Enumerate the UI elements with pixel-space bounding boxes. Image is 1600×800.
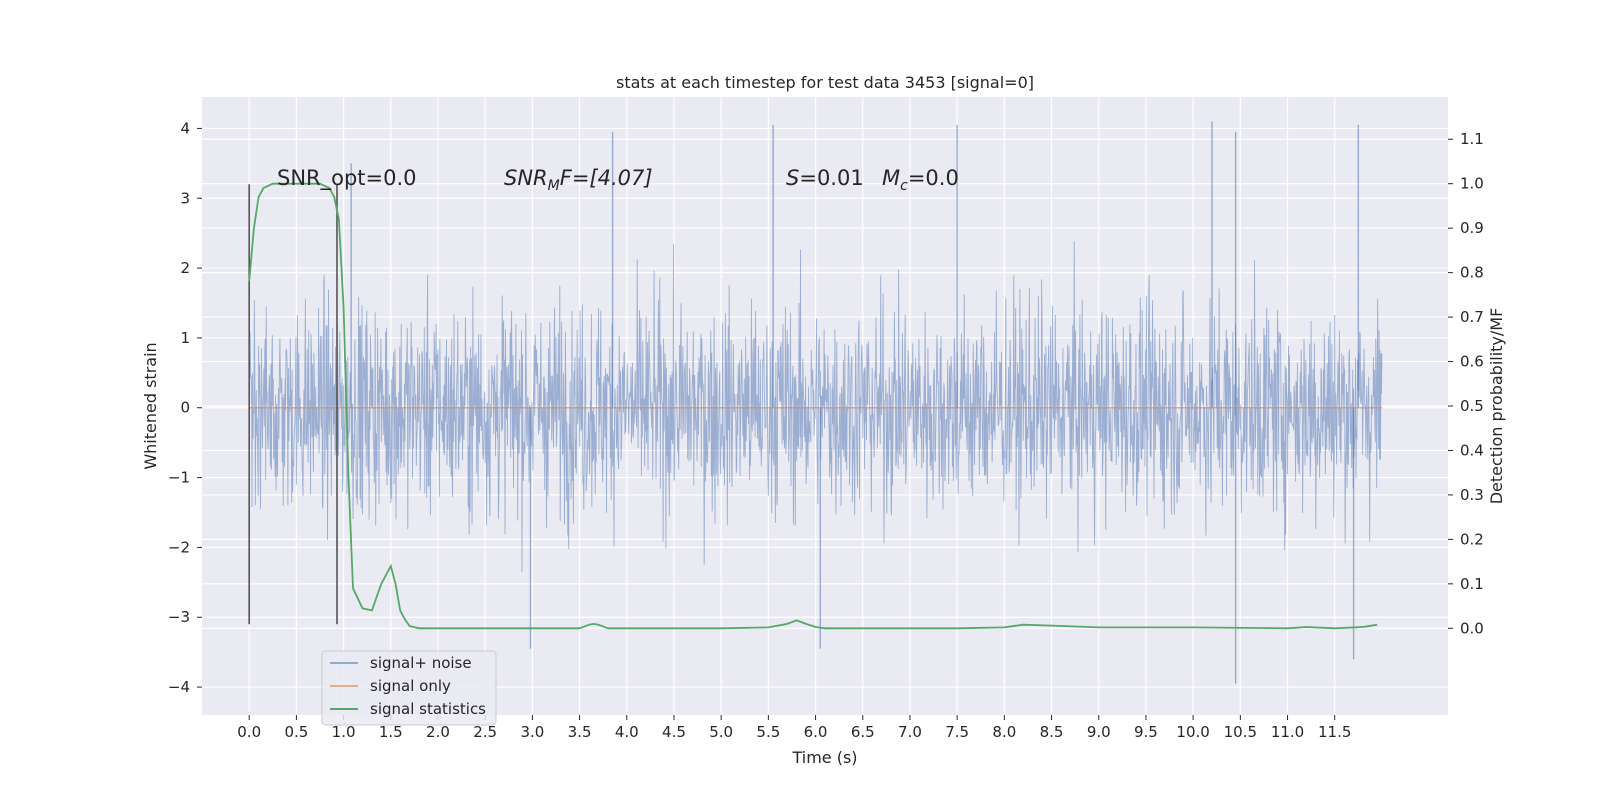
event-markers bbox=[248, 184, 338, 625]
y-right-tick-label: 1.1 bbox=[1460, 130, 1484, 148]
annotation-mc-label: M bbox=[882, 166, 900, 190]
series-signal-noise bbox=[248, 121, 1383, 684]
x-tick-label: 1.5 bbox=[379, 723, 403, 741]
legend-label-signal-noise: signal+ noise bbox=[370, 654, 472, 672]
x-tick-label: 0.5 bbox=[284, 723, 308, 741]
y-right-tick-label: 0.3 bbox=[1460, 486, 1484, 504]
y-axis-ticks: 4 3 2 1 0 −1 −2 −3 −4 bbox=[168, 119, 202, 696]
y-tick-label: −3 bbox=[168, 608, 190, 626]
x-tick-label: 6.5 bbox=[851, 723, 875, 741]
x-tick-label: 0.0 bbox=[237, 723, 261, 741]
y-right-axis-ticks: 1.1 1.0 0.9 0.8 0.7 0.6 0.5 0.4 0.3 0.2 0.1 0.0 bbox=[1448, 130, 1484, 637]
x-tick-label: 3.0 bbox=[520, 723, 544, 741]
y-right-tick-label: 0.7 bbox=[1460, 308, 1484, 326]
y-right-tick-label: 0.2 bbox=[1460, 530, 1484, 548]
y-right-tick-label: 0.9 bbox=[1460, 219, 1484, 237]
x-tick-label: 8.5 bbox=[1040, 723, 1064, 741]
x-tick-label: 4.0 bbox=[615, 723, 639, 741]
annotation-snr-mf-rest: F=[4.07] bbox=[560, 166, 653, 190]
annotation-snr-opt: SNR_opt=0.0 bbox=[277, 166, 417, 191]
y-tick-label: 2 bbox=[180, 259, 190, 277]
y-axis-label: Whitened strain bbox=[141, 342, 160, 469]
y-right-tick-label: 0.8 bbox=[1460, 264, 1484, 282]
y-tick-label: 0 bbox=[180, 399, 190, 417]
y-right-tick-label: 0.0 bbox=[1460, 619, 1484, 637]
y-right-tick-label: 0.5 bbox=[1460, 397, 1484, 415]
legend-label-signal-only: signal only bbox=[370, 677, 451, 695]
annotation-s-label: S bbox=[786, 166, 799, 190]
noise-trace bbox=[248, 240, 1383, 573]
x-tick-label: 11.5 bbox=[1318, 723, 1351, 741]
x-tick-label: 9.5 bbox=[1134, 723, 1158, 741]
y-tick-label: 3 bbox=[180, 189, 190, 207]
x-tick-label: 5.5 bbox=[756, 723, 780, 741]
y-tick-label: 1 bbox=[180, 329, 190, 347]
y-tick-label: −4 bbox=[168, 678, 190, 696]
x-tick-label: 9.0 bbox=[1087, 723, 1111, 741]
y-right-axis-label: Detection probability/MF bbox=[1487, 308, 1506, 505]
annotation-mc-sub: c bbox=[900, 178, 908, 194]
x-tick-label: 5.0 bbox=[709, 723, 733, 741]
x-axis-ticks: 0.0 0.5 1.0 1.5 2.0 2.5 3.0 3.5 4.0 4.5 5.0 5.5 6.0 6… bbox=[237, 715, 1351, 741]
annotation-mc-value: =0.0 bbox=[908, 166, 959, 190]
y-right-tick-label: 1.0 bbox=[1460, 175, 1484, 193]
x-tick-label: 7.0 bbox=[898, 723, 922, 741]
signal-statistics-line bbox=[248, 182, 1378, 630]
x-tick-label: 8.0 bbox=[992, 723, 1016, 741]
y-tick-label: −2 bbox=[168, 538, 190, 556]
annotation-snr-mf-sub: M bbox=[548, 178, 560, 194]
x-tick-label: 6.0 bbox=[804, 723, 828, 741]
annotation-mc: Mc=0.0 bbox=[882, 166, 959, 194]
annotation-s: S=0.01 bbox=[786, 166, 864, 190]
annotation-snr-mf-label: SNR bbox=[504, 166, 548, 190]
x-tick-label: 7.5 bbox=[945, 723, 969, 741]
x-tick-label: 1.0 bbox=[332, 723, 356, 741]
x-tick-label: 3.5 bbox=[568, 723, 592, 741]
annotation-s-value: =0.01 bbox=[799, 166, 863, 190]
y-tick-label: 4 bbox=[180, 119, 190, 137]
y-right-tick-label: 0.4 bbox=[1460, 441, 1484, 459]
x-axis-label: Time (s) bbox=[791, 748, 857, 767]
legend: signal+ noise signal only signal statist… bbox=[321, 650, 497, 726]
legend-box bbox=[321, 650, 497, 726]
series-signal-statistics bbox=[248, 182, 1378, 630]
chart-title: stats at each timestep for test data 345… bbox=[616, 73, 1034, 92]
x-tick-label: 4.5 bbox=[662, 723, 686, 741]
y-tick-label: −1 bbox=[168, 469, 190, 487]
x-tick-label: 2.0 bbox=[426, 723, 450, 741]
y-right-tick-label: 0.1 bbox=[1460, 575, 1484, 593]
x-tick-label: 11.0 bbox=[1271, 723, 1304, 741]
annotation-snr-mf: SNRMF=[4.07] bbox=[504, 166, 653, 194]
x-tick-label: 10.5 bbox=[1224, 723, 1257, 741]
x-tick-label: 10.0 bbox=[1176, 723, 1209, 741]
x-tick-label: 2.5 bbox=[473, 723, 497, 741]
legend-label-signal-statistics: signal statistics bbox=[370, 700, 486, 718]
y-right-tick-label: 0.6 bbox=[1460, 353, 1484, 371]
